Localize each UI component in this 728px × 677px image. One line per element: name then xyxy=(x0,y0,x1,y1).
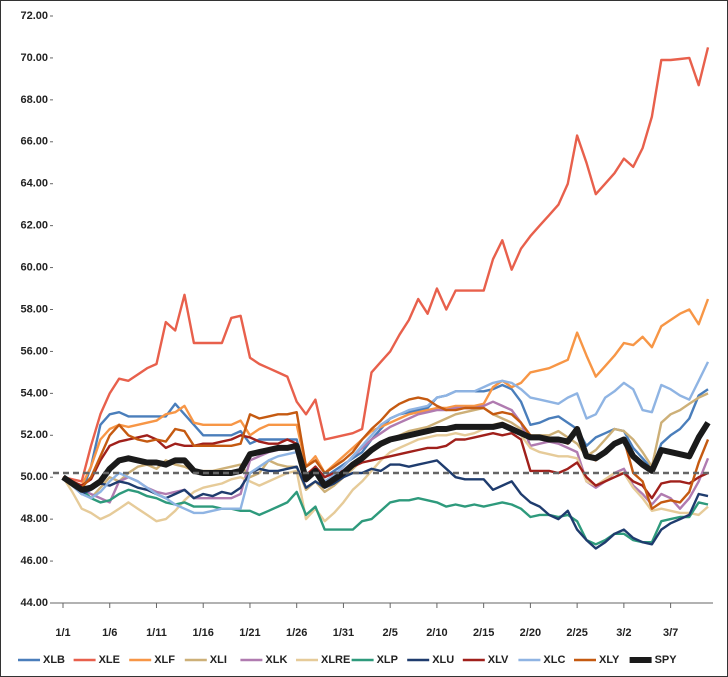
y-tick-label: 46.00 xyxy=(20,555,48,567)
legend: XLB XLE XLF XLI XLK XLRE XLP XLU XLV XLC XLY SPY xyxy=(18,654,677,666)
x-tick-label: 2/15 xyxy=(473,627,494,639)
legend-label: XLRE xyxy=(321,654,350,666)
x-tick-label: 1/21 xyxy=(239,627,260,639)
y-tick-label: 54.00 xyxy=(20,387,48,399)
series-line xyxy=(62,476,709,546)
y-tick-label: 64.00 xyxy=(20,178,48,190)
x-axis: 1/1 1/6 1/11 1/16 1/21 1/26 1/31 2/5 2/10 2/15 2/2… xyxy=(53,602,713,639)
legend-label: XLI xyxy=(210,654,227,666)
y-tick-label: 50.00 xyxy=(20,471,48,483)
legend-label: XLC xyxy=(543,654,565,666)
series-line xyxy=(62,432,709,500)
y-tick-label: 58.00 xyxy=(20,303,48,315)
y-tick-label: 60.00 xyxy=(20,261,48,273)
y-tick-label: 56.00 xyxy=(20,345,48,357)
x-tick-label: 1/16 xyxy=(193,627,214,639)
y-tick-label: 62.00 xyxy=(20,220,48,232)
legend-label: SPY xyxy=(655,654,678,666)
series-line xyxy=(62,298,710,487)
y-tick-label: 52.00 xyxy=(20,429,48,441)
y-tick-label: 70.00 xyxy=(20,52,48,64)
x-tick-label: 2/5 xyxy=(383,627,398,639)
legend-label: XLY xyxy=(599,654,620,666)
legend-label: XLP xyxy=(377,654,398,666)
x-tick-label: 2/10 xyxy=(426,627,447,639)
x-tick-label: 2/20 xyxy=(520,627,541,639)
x-tick-label: 1/26 xyxy=(286,627,307,639)
series-line xyxy=(62,459,709,550)
plot-area xyxy=(53,47,713,550)
y-tick-label: 68.00 xyxy=(20,94,48,106)
y-tick-label: 48.00 xyxy=(20,513,48,525)
x-tick-label: 1/31 xyxy=(333,627,354,639)
legend-label: XLU xyxy=(432,654,454,666)
x-tick-label: 1/11 xyxy=(146,627,167,639)
legend-label: XLK xyxy=(265,654,287,666)
x-tick-label: 1/6 xyxy=(102,627,117,639)
y-tick-label: 44.00 xyxy=(20,597,48,609)
y-tick-label: 72.00 xyxy=(20,10,48,22)
legend-label: XLF xyxy=(154,654,175,666)
x-tick-label: 2/25 xyxy=(566,627,587,639)
x-tick-label: 3/2 xyxy=(616,627,631,639)
legend-label: XLB xyxy=(43,654,65,666)
x-tick-label: 3/7 xyxy=(663,627,678,639)
y-axis: 44.00 46.00 48.00 50.00 52.00 54.00 56.00 58.00… xyxy=(20,10,53,609)
series-line xyxy=(62,361,710,515)
y-tick-label: 66.00 xyxy=(20,136,48,148)
legend-label: XLV xyxy=(488,654,509,666)
legend-label: XLE xyxy=(99,654,120,666)
series-line xyxy=(62,47,710,483)
series-line xyxy=(61,421,711,493)
x-tick-label: 1/1 xyxy=(55,627,70,639)
